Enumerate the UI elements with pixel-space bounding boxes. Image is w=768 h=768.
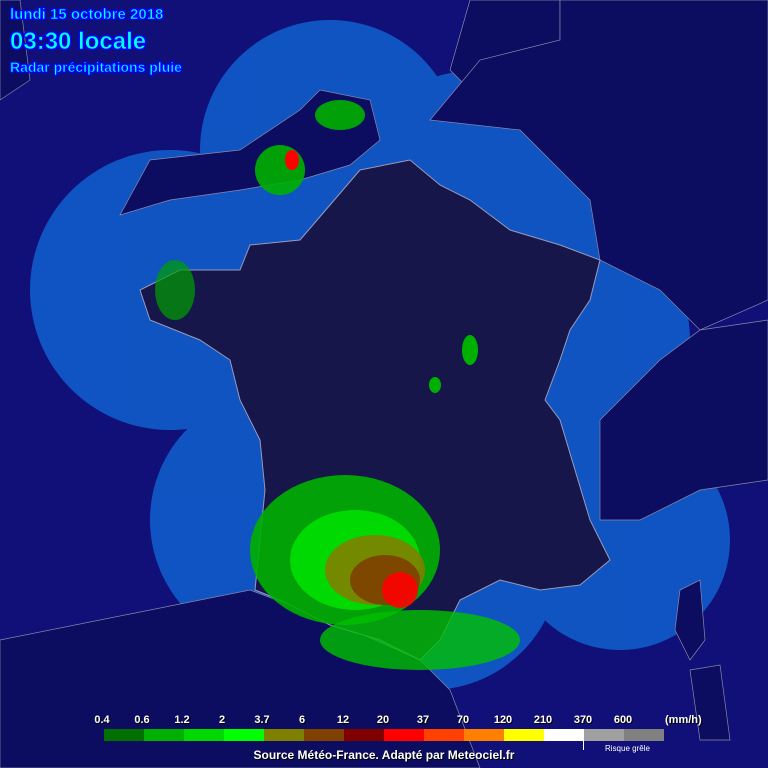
product-subtitle: Radar précipitations pluie <box>10 59 183 76</box>
legend-tick: 0.6 <box>134 714 150 726</box>
legend-tick: 0.4 <box>94 714 110 726</box>
legend-tick: 370 <box>573 714 593 726</box>
legend-swatch <box>304 729 344 741</box>
legend-swatch <box>584 729 624 741</box>
legend-tick: 2 <box>218 714 226 726</box>
legend-tick: 12 <box>336 714 350 726</box>
legend-tick: 210 <box>533 714 553 726</box>
legend-tick: 600 <box>613 714 633 726</box>
hail-marker <box>583 741 584 750</box>
legend-swatch <box>104 729 144 741</box>
legend-tick: 6 <box>298 714 306 726</box>
legend-unit: (mm/h) <box>665 714 702 726</box>
legend-tick: 20 <box>376 714 390 726</box>
legend-tick: 1.2 <box>174 714 190 726</box>
legend-tick: 120 <box>493 714 513 726</box>
legend-tick: 37 <box>416 714 430 726</box>
legend-swatch <box>544 729 584 741</box>
legend-swatch <box>184 729 224 741</box>
legend-swatch <box>224 729 264 741</box>
source-credit: Source Météo-France. Adapté par Meteocie… <box>253 748 515 762</box>
legend-swatch <box>144 729 184 741</box>
legend-swatch <box>264 729 304 741</box>
legend-tick: 70 <box>456 714 470 726</box>
legend-swatch <box>624 729 664 741</box>
legend-swatch <box>424 729 464 741</box>
time-label: 03:30 locale <box>10 28 147 56</box>
date-label: lundi 15 octobre 2018 <box>10 6 164 24</box>
legend-tick: 3.7 <box>254 714 270 726</box>
legend-swatch <box>384 729 424 741</box>
legend-swatch <box>464 729 504 741</box>
legend-color-bar <box>104 729 664 741</box>
precipitation <box>155 100 520 670</box>
legend-swatch <box>504 729 544 741</box>
legend-swatch <box>344 729 384 741</box>
hail-label: Risque grêle <box>605 744 650 753</box>
